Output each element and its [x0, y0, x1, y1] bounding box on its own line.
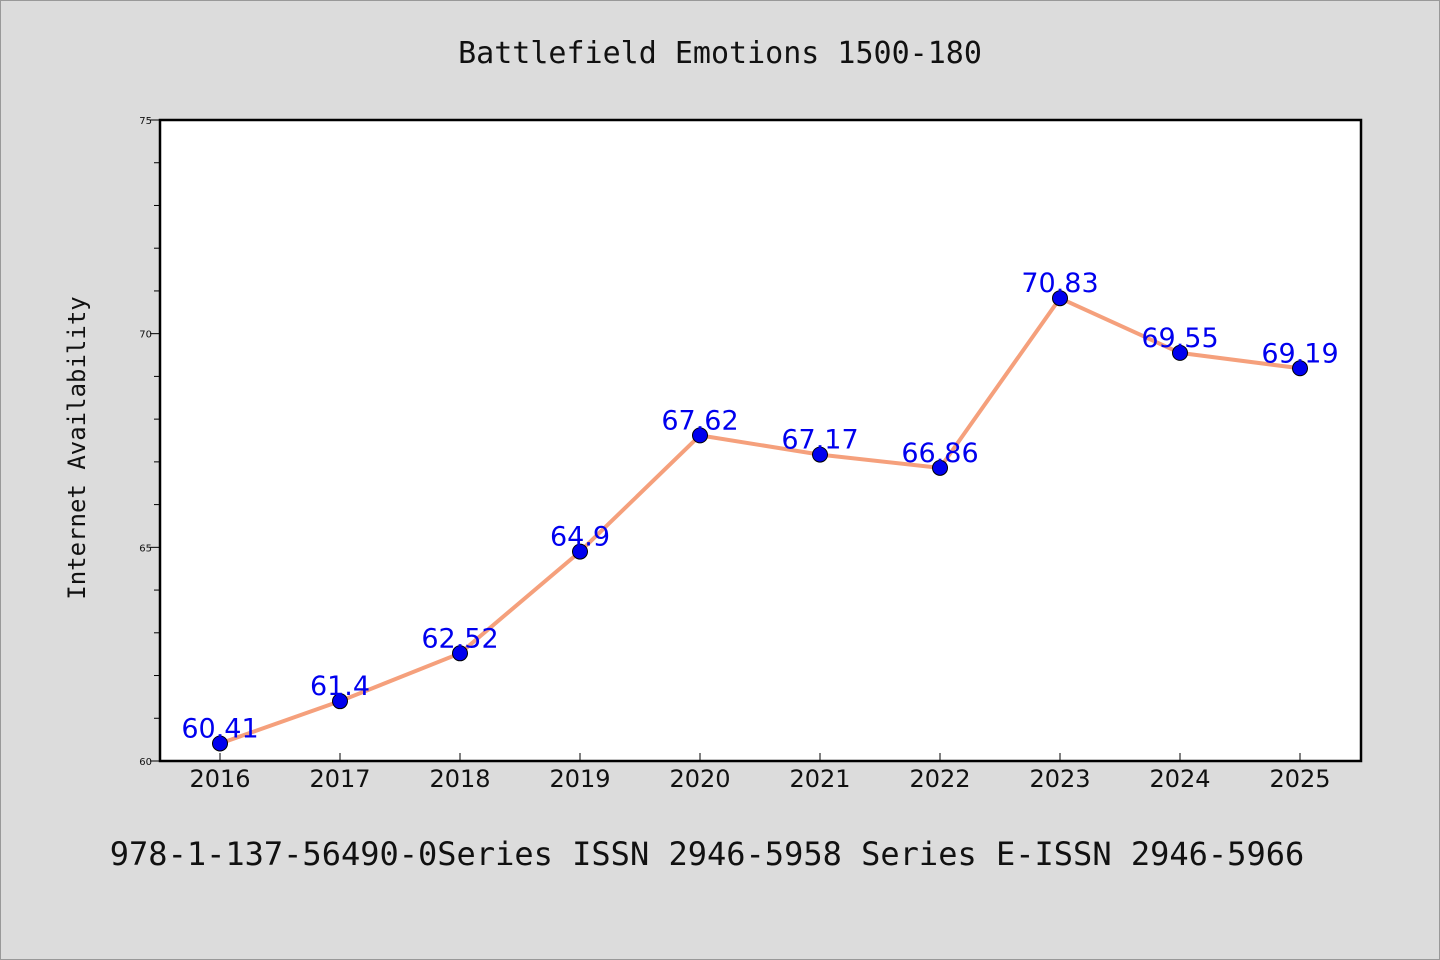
data-point [812, 446, 828, 463]
data-point [932, 459, 948, 476]
data-point [332, 693, 348, 710]
data-point [572, 543, 588, 560]
data-label: 67.62 [661, 405, 738, 436]
data-point [1172, 344, 1188, 361]
data-label: 62.52 [421, 623, 498, 654]
data-label: 66.86 [901, 438, 978, 469]
x-tick-label: 2023 [1029, 765, 1090, 793]
x-axis: 2016 2017 2018 2019 2020 2021 2022 2023 2024 2025 [189, 753, 1331, 793]
footer-text: 978-1-137-56490-0Series ISSN 2946-5958 S… [110, 835, 1304, 873]
x-tick-label: 2019 [549, 765, 610, 793]
y-tick-label: 75 [139, 116, 152, 127]
y-tick-label: 60 [139, 757, 152, 768]
data-label: 70.83 [1021, 268, 1098, 299]
data-label: 60.41 [181, 713, 258, 744]
y-axis-label: Internet Availability [63, 296, 91, 599]
data-point [1052, 290, 1068, 307]
x-tick-label: 2022 [909, 765, 970, 793]
x-tick-label: 2025 [1269, 765, 1330, 793]
data-label: 69.19 [1261, 338, 1338, 369]
x-tick-label: 2020 [669, 765, 730, 793]
x-tick-label: 2021 [789, 765, 850, 793]
series-line [218, 296, 1302, 746]
y-tick-label: 65 [139, 543, 152, 554]
series-group: 60.41 61.4 62.52 64.9 67.62 67.17 66.86 70.83 69… [181, 268, 1339, 752]
x-tick-label: 2018 [429, 765, 490, 793]
data-label: 61.4 [310, 671, 370, 702]
data-point [692, 427, 708, 444]
data-label: 69.55 [1141, 323, 1218, 354]
data-point [1292, 360, 1308, 377]
plot-frame [158, 118, 1363, 763]
y-tick-label: 70 [139, 330, 152, 341]
x-tick-label: 2016 [189, 765, 250, 793]
x-tick-label: 2024 [1149, 765, 1210, 793]
plot-area [160, 120, 1361, 761]
data-point [212, 735, 228, 752]
data-label: 67.17 [781, 425, 858, 456]
data-point [452, 645, 468, 662]
x-tick-label: 2017 [309, 765, 370, 793]
chart-title: Battlefield Emotions 1500-180 [458, 36, 982, 71]
data-label: 64.9 [550, 522, 610, 553]
